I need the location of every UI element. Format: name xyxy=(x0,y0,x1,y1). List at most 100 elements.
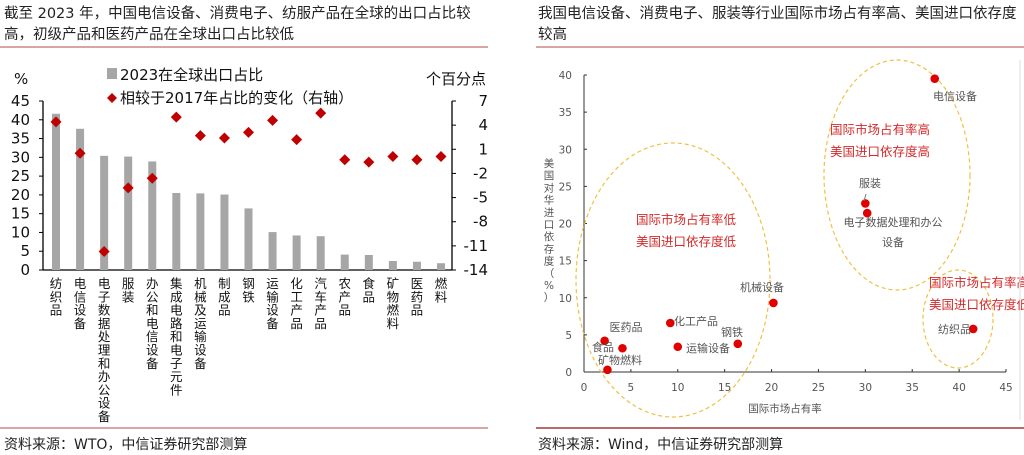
scatter-point-9 xyxy=(600,336,609,346)
scatter-point-0 xyxy=(930,74,940,84)
left-tick-label: 35 xyxy=(11,130,30,148)
diamond-marker-15 xyxy=(411,154,423,166)
region-ellipse-2 xyxy=(922,269,994,369)
category-label-5: 集成电路和电子元件 xyxy=(170,276,183,397)
point-label-3: 纺织品 xyxy=(938,322,971,336)
diamond-marker-14 xyxy=(387,151,399,163)
point-label-0: 电信设备 xyxy=(933,89,977,103)
right-tick-label: -2 xyxy=(473,164,488,182)
bar-0 xyxy=(52,113,60,270)
bar-13 xyxy=(364,254,373,270)
region-ellipse-1 xyxy=(823,59,971,291)
scatter-x-tick-label: 20 xyxy=(765,382,778,394)
region-annotation-2-line-0: 国际市场占有率高 xyxy=(929,275,1024,290)
legend-bar-label: 2023在全球出口占比 xyxy=(120,66,263,84)
left-tick-label: 5 xyxy=(20,242,30,260)
right-tick-label: 4 xyxy=(478,116,488,134)
right-title-divider xyxy=(536,46,1024,48)
bar-6 xyxy=(196,193,205,270)
diamond-marker-16 xyxy=(435,151,447,163)
point-label-9: 食品 xyxy=(592,340,614,354)
bar-14 xyxy=(388,260,397,270)
region-annotation-0-line-0: 国际市场占有率低 xyxy=(636,212,737,227)
category-label-3: 服装 xyxy=(122,276,135,304)
scatter-y-tick-label: 25 xyxy=(559,181,572,193)
right-source-note: 资料来源：Wind，中信证券研究部测算 xyxy=(538,437,784,453)
left-title-divider xyxy=(0,46,488,48)
left-tick-label: 45 xyxy=(11,92,30,110)
category-label-16: 燃料 xyxy=(435,276,448,304)
scatter-point-6 xyxy=(673,342,683,352)
right-axis-unit: 个百分点 xyxy=(426,70,486,88)
point-label-2: 电子数据处理和办公设备 xyxy=(844,215,943,249)
scatter-y-tick-label: 10 xyxy=(559,293,572,305)
diamond-marker-11 xyxy=(315,107,327,119)
bar-3 xyxy=(124,156,133,270)
diamond-marker-4 xyxy=(146,172,158,184)
scatter-y-tick-label: 5 xyxy=(565,330,572,342)
diamond-marker-13 xyxy=(363,156,375,168)
diamond-marker-8 xyxy=(243,126,254,138)
scatter-point-8 xyxy=(618,343,627,353)
scatter-x-tick-label: 40 xyxy=(952,382,965,394)
category-label-6: 机械及运输设备 xyxy=(194,276,207,371)
region-annotation-0-line-1: 美国进口依存度低 xyxy=(636,234,737,249)
bar-16 xyxy=(437,263,445,270)
scatter-point-2 xyxy=(862,208,872,218)
diamond-marker-3 xyxy=(122,182,134,194)
category-label-2: 电子数据处理和办公设备 xyxy=(98,276,111,424)
left-tick-label: 30 xyxy=(11,148,30,166)
diamond-marker-1 xyxy=(74,147,86,159)
scatter-point-3 xyxy=(968,324,978,334)
legend-diamond-label: 相较于2017年占比的变化（右轴） xyxy=(120,89,353,107)
scatter-y-axis-title: 美国对华进口依存度（%） xyxy=(544,157,555,304)
left-axis-unit: % xyxy=(14,70,28,88)
legend-bar-swatch xyxy=(107,68,117,79)
bar-1 xyxy=(76,128,85,270)
category-label-9: 运输设备 xyxy=(266,276,279,331)
category-label-13: 食品 xyxy=(363,276,376,304)
region-ellipse-0 xyxy=(575,142,771,418)
point-label-5: 化工产品 xyxy=(674,314,718,328)
diamond-marker-9 xyxy=(267,114,279,126)
left-source-divider xyxy=(0,427,488,429)
category-label-10: 化工产品 xyxy=(290,276,303,331)
category-label-14: 矿物燃料 xyxy=(387,276,400,331)
category-label-4: 办公和电信设备 xyxy=(146,276,159,371)
scatter-x-tick-label: 0 xyxy=(581,382,588,394)
right-tick-label: 7 xyxy=(478,92,488,110)
region-annotation-1-line-0: 国际市场占有率高 xyxy=(830,122,930,137)
scatter-y-tick-label: 35 xyxy=(559,107,572,119)
left-figure-title: 截至 2023 年，中国电信设备、消费电子、纺服产品在全球的出口占比较高，初级产… xyxy=(4,6,471,43)
scatter-y-tick-label: 30 xyxy=(559,144,572,156)
scatter-point-4 xyxy=(769,298,778,308)
category-label-11: 汽车产品 xyxy=(314,276,327,331)
diamond-marker-7 xyxy=(218,132,230,144)
region-annotation-2-line-1: 美国进口依存度低 xyxy=(929,297,1024,312)
right-tick-label: -8 xyxy=(473,213,488,231)
legend-diamond-swatch xyxy=(107,93,117,103)
right-tick-label: -11 xyxy=(464,237,489,255)
point-label-10: 矿物燃料 xyxy=(598,353,642,367)
category-label-1: 电信设备 xyxy=(74,276,87,331)
bar-5 xyxy=(172,193,181,270)
left-tick-label: 40 xyxy=(11,111,30,129)
point-label-6: 运输设备 xyxy=(686,341,730,355)
scatter-x-tick-label: 10 xyxy=(671,382,684,394)
region-annotation-1-line-1: 美国进口依存度高 xyxy=(830,144,930,159)
scatter-x-tick-label: 35 xyxy=(906,382,919,394)
bar-9 xyxy=(268,232,277,270)
scatter-point-10 xyxy=(603,365,612,375)
scatter-y-tick-label: 20 xyxy=(559,219,572,231)
left-tick-label: 15 xyxy=(11,205,30,223)
left-tick-label: 25 xyxy=(11,167,30,185)
diamond-marker-10 xyxy=(291,134,303,146)
diamond-marker-2 xyxy=(98,245,110,257)
right-figure-title: 我国电信设备、消费电子、服装等行业国际市场占有率高、美国进口依存度较高 xyxy=(538,6,1017,43)
left-tick-label: 20 xyxy=(11,186,30,204)
scatter-y-tick-label: 0 xyxy=(565,367,572,379)
category-label-12: 农产品 xyxy=(338,276,351,318)
scatter-x-tick-label: 15 xyxy=(718,382,731,394)
category-label-8: 钢铁 xyxy=(242,276,255,304)
scatter-y-tick-label: 15 xyxy=(559,256,572,268)
